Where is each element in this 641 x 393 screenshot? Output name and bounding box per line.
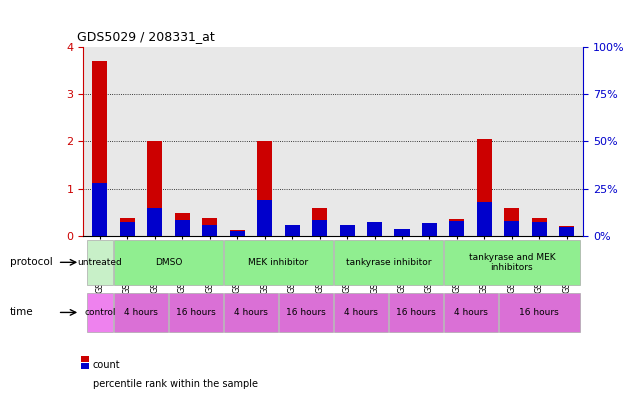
Bar: [559, 227, 574, 236]
Bar: [422, 222, 437, 236]
Bar: [340, 226, 354, 236]
Bar: [422, 226, 437, 236]
Text: tankyrase inhibitor: tankyrase inhibitor: [345, 258, 431, 267]
Text: DMSO: DMSO: [155, 258, 182, 267]
Text: 4 hours: 4 hours: [454, 308, 488, 317]
Bar: [367, 222, 382, 236]
Bar: [202, 218, 217, 236]
Bar: [340, 226, 354, 236]
Bar: [147, 141, 162, 236]
Text: 4 hours: 4 hours: [124, 308, 158, 317]
Bar: [285, 230, 299, 236]
Text: tankyrase and MEK
inhibitors: tankyrase and MEK inhibitors: [469, 253, 555, 272]
Bar: [312, 220, 327, 236]
Bar: [449, 219, 465, 236]
Bar: [285, 226, 299, 236]
Bar: [174, 213, 190, 236]
Bar: [477, 202, 492, 236]
Bar: [394, 229, 410, 236]
Bar: [92, 61, 108, 236]
Text: 4 hours: 4 hours: [234, 308, 268, 317]
Text: count: count: [93, 360, 121, 369]
Text: percentile rank within the sample: percentile rank within the sample: [93, 379, 258, 389]
Bar: [532, 218, 547, 236]
Bar: [394, 230, 410, 236]
Text: 16 hours: 16 hours: [396, 308, 436, 317]
Text: 4 hours: 4 hours: [344, 308, 378, 317]
Bar: [229, 230, 245, 236]
Bar: [174, 220, 190, 236]
Bar: [229, 231, 245, 236]
FancyBboxPatch shape: [224, 293, 278, 332]
Bar: [532, 222, 547, 236]
Bar: [81, 362, 88, 369]
Text: control: control: [84, 308, 115, 317]
Bar: [202, 226, 217, 236]
Text: protocol: protocol: [10, 257, 53, 267]
Bar: [477, 139, 492, 236]
Bar: [147, 208, 162, 236]
FancyBboxPatch shape: [114, 240, 223, 285]
Bar: [120, 218, 135, 236]
FancyBboxPatch shape: [114, 293, 168, 332]
Bar: [312, 208, 327, 236]
FancyBboxPatch shape: [444, 240, 580, 285]
FancyBboxPatch shape: [87, 240, 113, 285]
FancyBboxPatch shape: [444, 293, 497, 332]
Bar: [504, 221, 519, 236]
Text: 16 hours: 16 hours: [176, 308, 216, 317]
Bar: [81, 356, 88, 362]
Text: time: time: [10, 307, 33, 318]
FancyBboxPatch shape: [224, 240, 333, 285]
Text: MEK inhibitor: MEK inhibitor: [248, 258, 308, 267]
Bar: [449, 221, 465, 236]
Bar: [559, 226, 574, 236]
FancyBboxPatch shape: [279, 293, 333, 332]
Text: untreated: untreated: [78, 258, 122, 267]
FancyBboxPatch shape: [389, 293, 443, 332]
FancyBboxPatch shape: [169, 293, 223, 332]
Bar: [257, 141, 272, 236]
FancyBboxPatch shape: [499, 293, 580, 332]
Bar: [504, 208, 519, 236]
FancyBboxPatch shape: [87, 293, 113, 332]
Bar: [367, 222, 382, 236]
Text: 16 hours: 16 hours: [519, 308, 559, 317]
Bar: [92, 183, 108, 236]
Bar: [257, 200, 272, 236]
Text: GDS5029 / 208331_at: GDS5029 / 208331_at: [77, 30, 215, 43]
Text: 16 hours: 16 hours: [286, 308, 326, 317]
FancyBboxPatch shape: [334, 240, 443, 285]
FancyBboxPatch shape: [334, 293, 388, 332]
Bar: [120, 222, 135, 236]
